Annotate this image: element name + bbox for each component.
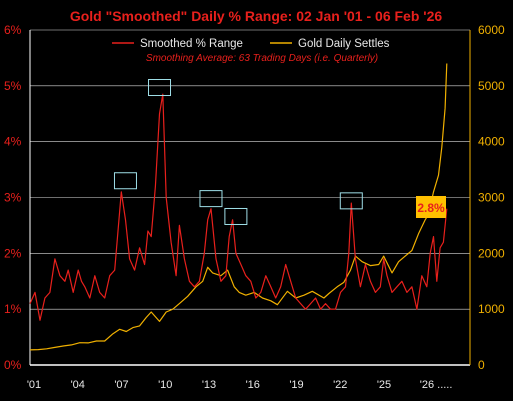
x-tick-label: '10 — [158, 379, 172, 391]
series-smoothed-range-line — [29, 93, 448, 321]
peak-highlight-box — [113, 172, 137, 190]
x-tick-label: '13 — [202, 379, 216, 391]
current-value-label: 2.8% — [417, 201, 445, 215]
y-left-tick-label: 6% — [4, 23, 22, 37]
x-tick-label: '07 — [114, 379, 128, 391]
legend-label-gold-settles: Gold Daily Settles — [298, 38, 390, 50]
series-gold-settles-line — [29, 63, 448, 351]
x-tick-label: '19 — [289, 379, 303, 391]
peak-highlight-box — [339, 192, 363, 210]
peak-highlight-box — [224, 207, 248, 225]
y-left-tick-label: 5% — [4, 79, 22, 93]
y-right-tick-label: 0 — [478, 358, 485, 372]
y-left-tick-label: 4% — [4, 135, 22, 149]
chart-title: Gold "Smoothed" Daily % Range: 02 Jan '0… — [70, 8, 443, 24]
x-tick-label: '25 — [377, 379, 391, 391]
y-left-tick-label: 3% — [4, 191, 22, 205]
y-right-tick-label: 3000 — [478, 191, 505, 205]
chart-subtitle: Smoothing Average: 63 Trading Days (i.e.… — [146, 53, 378, 64]
y-left-tick-label: 2% — [4, 246, 22, 260]
y-right-tick-label: 4000 — [478, 135, 505, 149]
y-right-tick-label: 2000 — [478, 246, 505, 260]
x-tick-label: '01 — [27, 379, 41, 391]
x-tick-label: '26 ..... — [420, 379, 453, 391]
x-tick-label: '22 — [333, 379, 347, 391]
x-tick-label: '16 — [246, 379, 260, 391]
peak-highlight-box — [199, 190, 223, 208]
current-value-callout: 2.8% — [416, 196, 446, 218]
y-left-tick-label: 1% — [4, 302, 22, 316]
y-right-tick-label: 6000 — [478, 23, 505, 37]
current-value-callout-background — [416, 196, 446, 218]
y-right-tick-label: 5000 — [478, 79, 505, 93]
y-right-tick-label: 1000 — [478, 302, 505, 316]
y-left-tick-label: 0% — [4, 358, 22, 372]
peak-highlight-box — [148, 79, 172, 97]
legend-label-smoothed-range: Smoothed % Range — [140, 38, 243, 50]
x-tick-label: '04 — [71, 379, 85, 391]
